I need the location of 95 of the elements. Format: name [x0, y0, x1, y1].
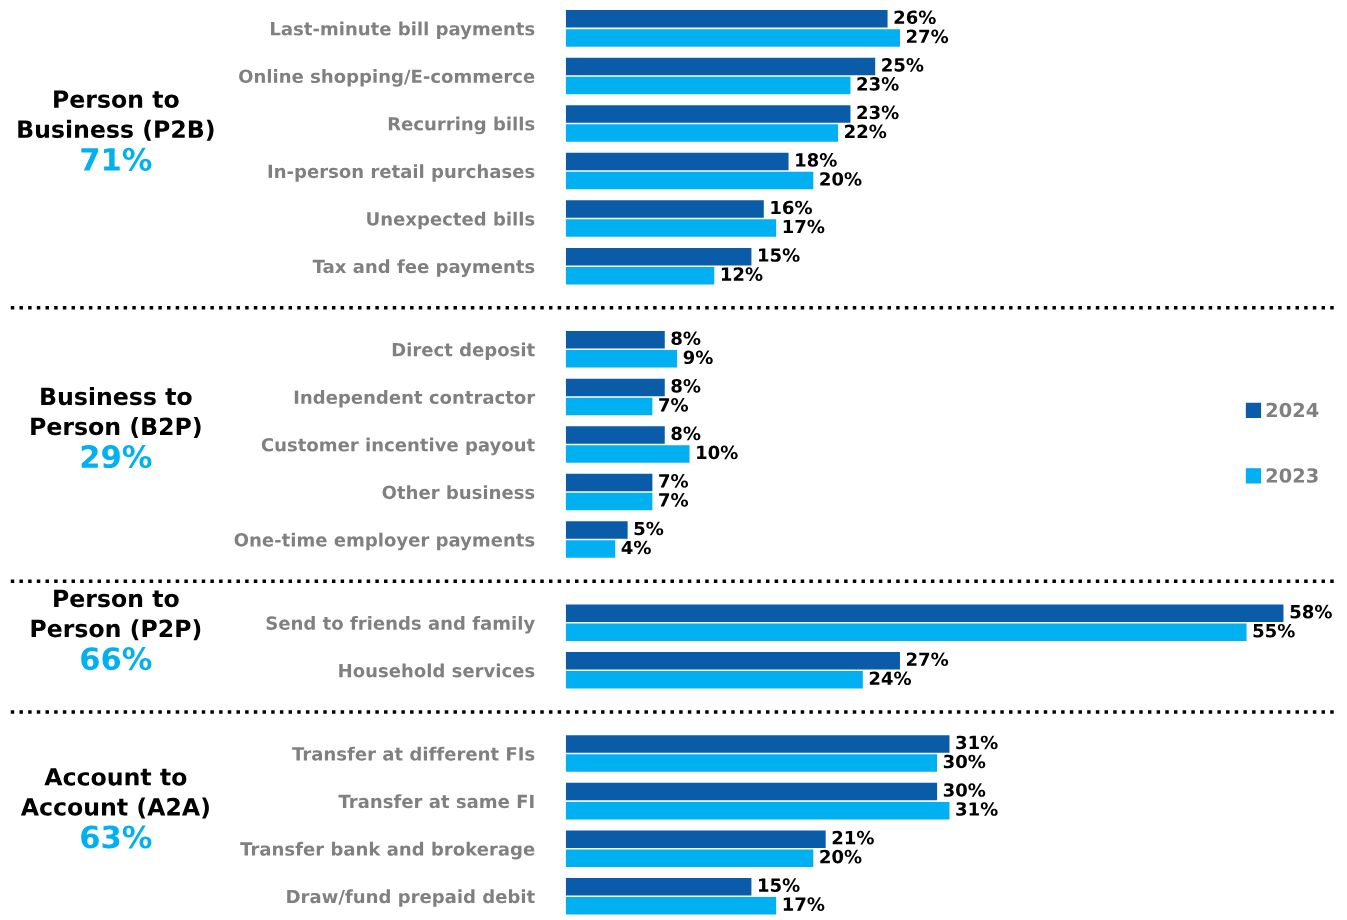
data-label: 10% [697, 445, 738, 460]
y-tick-label: Customer incentive payout [261, 437, 535, 456]
text: Person to Person (P2P) [31, 589, 201, 641]
y-tick-label: One-time employer payments [234, 532, 535, 551]
bar [565, 754, 938, 772]
bar [565, 76, 851, 95]
data-label: 58% [1290, 604, 1332, 619]
y-tick-label: Tax and fee payments [312, 259, 535, 277]
data-label: 21% [832, 830, 874, 845]
data-label: 4% [621, 540, 651, 555]
text: Business to Person (B2P) [31, 386, 201, 439]
bar [565, 801, 950, 820]
data-label: 7% [659, 474, 689, 488]
bar [565, 671, 863, 689]
bar [565, 426, 665, 444]
bar [565, 473, 653, 492]
data-label: 31% [956, 802, 998, 816]
y-tick-label: In-person retail purchases [268, 164, 535, 182]
bar [565, 604, 1284, 623]
bar [565, 397, 653, 416]
text: Account to Account (A2A) [20, 768, 209, 819]
bar [565, 247, 752, 266]
y-tick-label: Unexpected bills [367, 211, 535, 230]
data-label: 23% [857, 77, 899, 91]
data-label: 8% [671, 426, 701, 441]
data-label: 22% [845, 124, 887, 139]
legend-label: 2023 [1266, 468, 1318, 483]
data-label: 17% [783, 897, 825, 911]
data-label: 20% [820, 849, 862, 864]
text: 66% [81, 647, 152, 671]
data-label: 31% [956, 735, 998, 750]
y-tick-label: Online shopping/E-commerce [239, 69, 535, 87]
data-label: 27% [906, 29, 949, 44]
data-label: 30% [943, 754, 986, 769]
text: 63% [81, 825, 152, 849]
bar [565, 652, 900, 670]
data-label: 9% [683, 350, 713, 365]
data-label: 15% [759, 878, 800, 892]
data-label: 8% [671, 331, 701, 346]
bar [565, 124, 839, 142]
data-label: 26% [894, 10, 936, 25]
bar [565, 331, 665, 349]
y-tick-label: Send to friends and family [266, 615, 535, 634]
data-label: 24% [869, 671, 912, 686]
bar [565, 266, 715, 285]
bar [565, 29, 900, 47]
bar [565, 57, 876, 76]
y-tick-label: Recurring bills [388, 116, 535, 135]
bar [565, 171, 814, 190]
bar [565, 350, 678, 368]
bar [565, 378, 665, 397]
bar [565, 10, 888, 28]
bar [565, 105, 851, 123]
y-tick-label: Transfer at different FIs [292, 746, 535, 761]
data-label: 5% [634, 521, 664, 536]
data-label: 23% [857, 105, 899, 120]
bar [565, 849, 814, 867]
bar [565, 200, 764, 218]
y-tick-label: Last-minute bill payments [271, 21, 535, 40]
data-label: 20% [820, 172, 862, 186]
bar [565, 445, 690, 463]
data-label: 25% [882, 58, 924, 72]
y-tick-label: Other business [382, 485, 535, 500]
legend-label: 2024 [1266, 402, 1319, 418]
y-tick-label: Independent contractor [294, 390, 536, 408]
data-label: 27% [906, 652, 949, 667]
data-label: 18% [796, 153, 837, 167]
bar [565, 521, 628, 539]
y-tick-label: Direct deposit [392, 342, 535, 360]
y-tick-label: Transfer bank and brokerage [240, 841, 535, 860]
text: 71% [81, 147, 152, 171]
bar [565, 877, 752, 896]
bar [565, 492, 653, 511]
data-label: 12% [721, 267, 763, 281]
data-label: 30% [943, 783, 986, 797]
bar [565, 782, 938, 801]
bar [565, 623, 1247, 642]
data-label: 55% [1253, 623, 1295, 638]
y-tick-label: Draw/fund prepaid debit [287, 889, 535, 907]
bar [565, 896, 777, 915]
bar [565, 735, 950, 753]
bar [565, 830, 826, 848]
bar [565, 540, 616, 558]
text: 29% [81, 445, 152, 469]
y-tick-label: Household services [339, 663, 535, 678]
y-tick-label: Transfer at same FI [338, 794, 534, 809]
data-label: 15% [759, 248, 800, 262]
data-label: 7% [659, 493, 689, 507]
data-label: 16% [771, 200, 812, 215]
text: Person to Business (P2B) [18, 90, 214, 141]
data-label: 7% [659, 398, 689, 412]
data-label: 8% [671, 378, 701, 393]
data-label: 17% [783, 219, 825, 234]
bar [565, 152, 789, 171]
bar [565, 219, 777, 237]
